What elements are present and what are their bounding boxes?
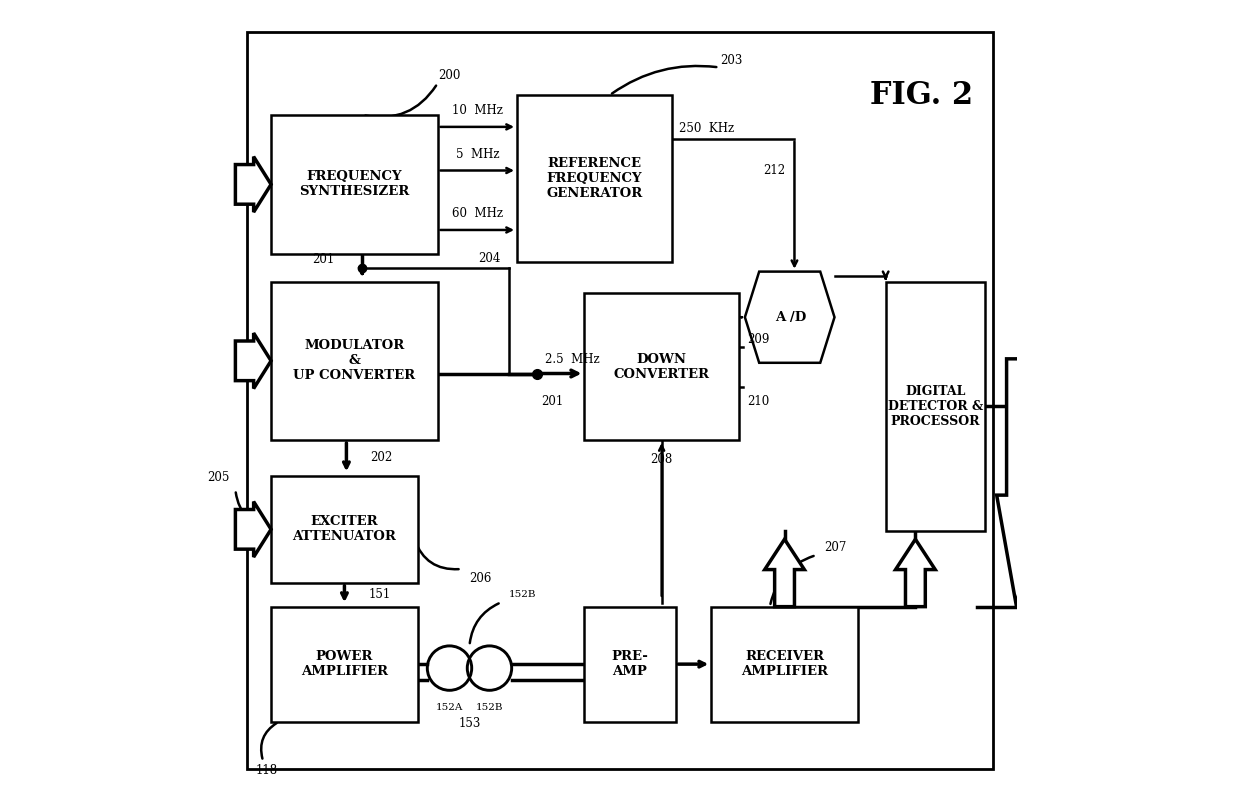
Bar (272, 282, 438, 440)
Text: 10  MHz: 10 MHz (451, 105, 502, 117)
Text: DOWN
CONVERTER: DOWN CONVERTER (614, 353, 709, 381)
Text: PRE-
AMP: PRE- AMP (611, 650, 649, 678)
Text: RECEIVER
AMPLIFIER: RECEIVER AMPLIFIER (742, 650, 828, 678)
Text: 205: 205 (207, 471, 229, 485)
Bar (712, 607, 858, 722)
Text: DIGITAL
DETECTOR &
PROCESSOR: DIGITAL DETECTOR & PROCESSOR (888, 385, 983, 428)
Text: 200: 200 (438, 69, 461, 82)
Text: 207: 207 (825, 541, 847, 554)
Text: 201: 201 (542, 395, 564, 408)
Text: 60  MHz: 60 MHz (451, 208, 502, 220)
Text: 202: 202 (371, 451, 392, 465)
Text: 153: 153 (459, 717, 481, 730)
Polygon shape (236, 333, 272, 389)
Text: POWER
AMPLIFIER: POWER AMPLIFIER (301, 650, 388, 678)
Bar (272, 607, 418, 722)
Text: FIG. 2: FIG. 2 (869, 79, 973, 111)
Polygon shape (997, 358, 1037, 607)
Text: A /D: A /D (775, 311, 806, 324)
Text: 210: 210 (746, 395, 769, 408)
Text: 208: 208 (651, 454, 673, 466)
Bar (517, 95, 672, 262)
Text: 5  MHz: 5 MHz (455, 148, 498, 161)
Text: 204: 204 (479, 251, 501, 265)
Text: 152B: 152B (510, 590, 537, 599)
Bar (885, 282, 985, 531)
Text: 203: 203 (720, 54, 743, 67)
Text: 201: 201 (312, 253, 335, 266)
Bar (272, 476, 418, 583)
Text: FREQUENCY
SYNTHESIZER: FREQUENCY SYNTHESIZER (299, 170, 409, 198)
Text: 118: 118 (255, 764, 278, 777)
Text: 2.5  MHz: 2.5 MHz (544, 353, 599, 366)
Text: MODULATOR
&
UP CONVERTER: MODULATOR & UP CONVERTER (294, 339, 415, 382)
Bar (272, 115, 438, 254)
Text: 151: 151 (368, 588, 391, 601)
Bar (584, 607, 676, 722)
Polygon shape (895, 539, 935, 607)
Bar (584, 293, 739, 440)
Polygon shape (765, 539, 805, 607)
Text: 250  KHz: 250 KHz (680, 122, 734, 135)
Text: 152B: 152B (476, 703, 503, 712)
Text: 206: 206 (469, 572, 492, 585)
Polygon shape (745, 272, 835, 363)
Text: 212: 212 (764, 164, 786, 177)
Text: REFERENCE
FREQUENCY
GENERATOR: REFERENCE FREQUENCY GENERATOR (546, 157, 642, 200)
Polygon shape (236, 156, 272, 212)
Text: EXCITER
ATTENUATOR: EXCITER ATTENUATOR (293, 515, 397, 543)
Text: 152A: 152A (435, 703, 464, 712)
Text: 209: 209 (746, 332, 769, 346)
Polygon shape (236, 501, 272, 557)
